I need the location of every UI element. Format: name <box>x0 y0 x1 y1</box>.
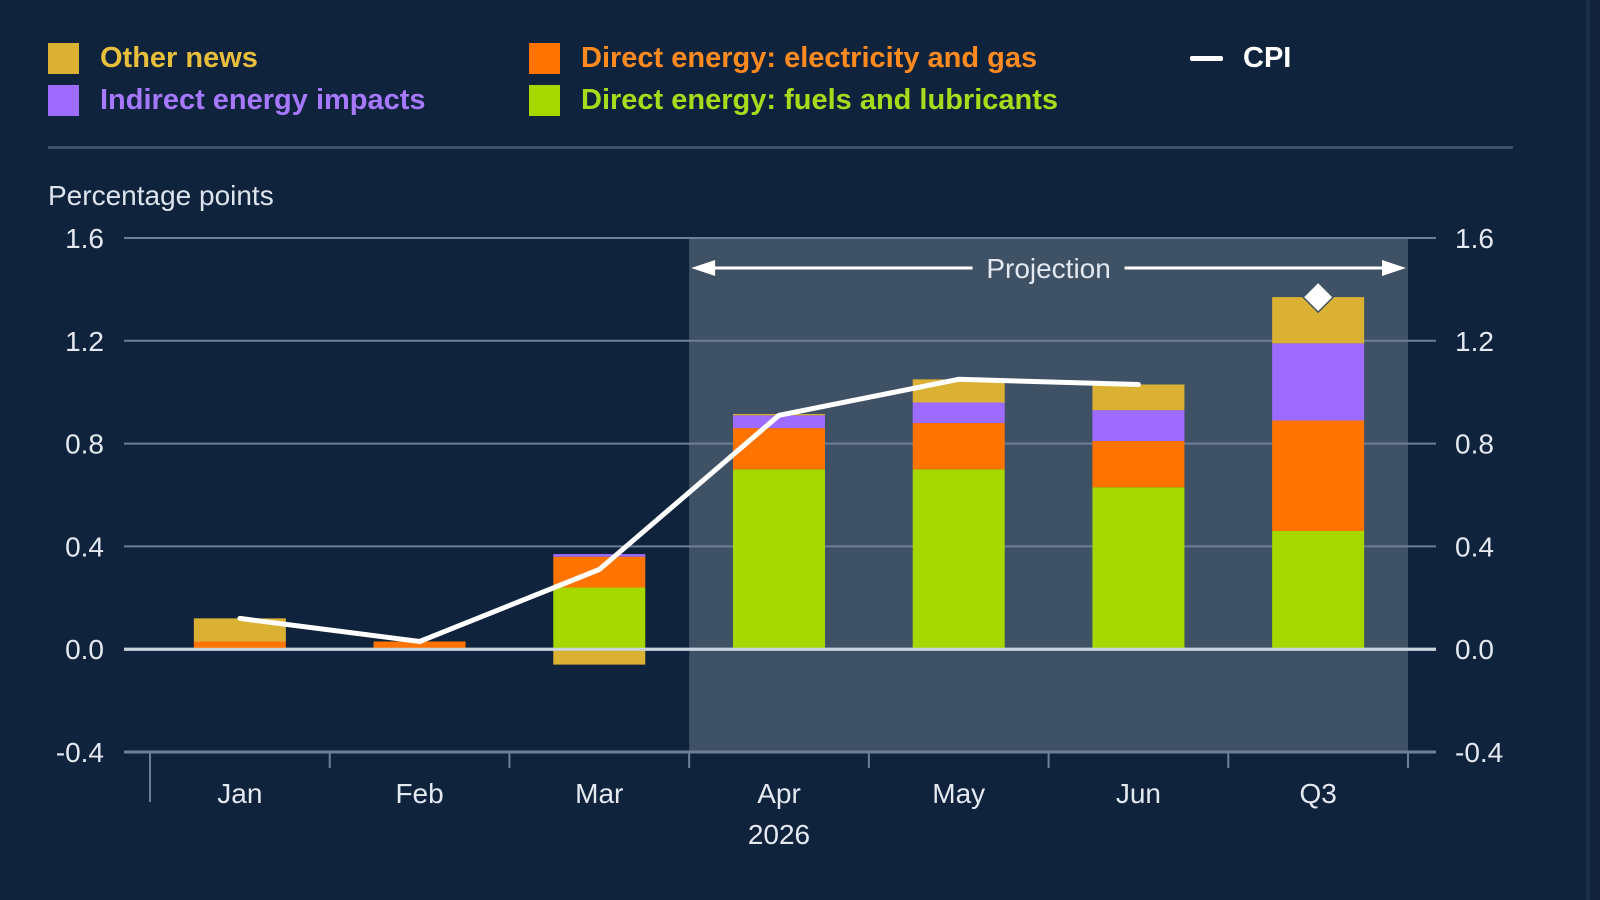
bar-segment-apr <box>733 415 825 429</box>
bar-segment-jun <box>1092 487 1185 650</box>
legend-item-indirect-energy: Indirect energy impacts <box>48 82 426 118</box>
x-tick-label: Jan <box>217 778 262 809</box>
x-tick-label: Jun <box>1116 778 1161 809</box>
y-tick-label-right: 0.0 <box>1455 634 1494 665</box>
y-tick-label-left: -0.4 <box>56 737 104 768</box>
projection-label: Projection <box>986 253 1111 284</box>
legend-label-fuels-lubricants: Direct energy: fuels and lubricants <box>581 83 1059 116</box>
cpi-line-layer <box>237 281 1335 644</box>
y-tick-label-left: 1.6 <box>65 223 104 254</box>
legend-divider <box>48 146 1513 149</box>
y-tick-label-right: 0.4 <box>1455 531 1494 562</box>
legend-label-electricity-gas: Direct energy: electricity and gas <box>581 41 1038 74</box>
bar-segment-q3 <box>1272 343 1365 421</box>
legend-item-electricity-gas: Direct energy: electricity and gas <box>529 40 1037 76</box>
projection-arrowhead-right <box>1382 260 1406 276</box>
legend-swatch-electricity-gas <box>529 42 560 74</box>
bar-segment-jan <box>193 618 286 642</box>
bar-segment-jun <box>1092 384 1185 411</box>
y-axis-label: Percentage points <box>48 180 274 211</box>
legend-swatch-other-news <box>48 42 79 74</box>
x-tick-label: Apr <box>757 778 801 809</box>
legend-label-other-news: Other news <box>100 41 258 74</box>
x-tick-label: Feb <box>395 778 443 809</box>
legend-item-other-news: Other news <box>48 40 258 76</box>
bar-segment-may <box>912 469 1005 650</box>
bar-segment-jun <box>1092 441 1185 488</box>
bar-segment-mar <box>553 554 646 557</box>
bar-segment-jan <box>193 641 286 650</box>
y-tick-label-left: 0.0 <box>65 634 104 665</box>
x-year-label: 2026 <box>748 819 810 850</box>
cpi-diamond-marker <box>1302 281 1335 314</box>
tick-labels: 1.6 1.6 1.2 1.2 0.8 0.8 0.4 0.4 0.0 0.0 -0.4 -0.4 Ja… <box>56 223 1504 850</box>
x-tick-label: May <box>932 778 985 809</box>
bar-segment-may <box>912 402 1005 424</box>
y-tick-label-right: -0.4 <box>1455 737 1503 768</box>
bar-segment-jun <box>1092 410 1185 442</box>
x-tick-label: Mar <box>575 778 623 809</box>
bar-segment-mar <box>553 649 646 665</box>
legend-swatch-fuels-lubricants <box>529 84 560 116</box>
bar-segment-apr <box>733 469 825 650</box>
x-tick-label: Q3 <box>1299 778 1336 809</box>
y-tick-label-left: 0.8 <box>65 429 104 460</box>
y-tick-label-right: 1.2 <box>1455 326 1494 357</box>
legend-item-cpi: CPI <box>1190 40 1291 76</box>
cpi-line <box>237 376 1141 644</box>
bar-segment-mar <box>553 587 646 650</box>
x-axis <box>124 750 1436 802</box>
legend-item-fuels-lubricants: Direct energy: fuels and lubricants <box>529 82 1058 118</box>
bars <box>124 297 1436 665</box>
projection-arrowhead-left <box>691 260 716 276</box>
bar-segment-feb <box>373 641 466 650</box>
y-tick-label-left: 0.4 <box>65 531 104 562</box>
legend: Other news Indirect energy impacts Direc… <box>48 40 1528 130</box>
y-tick-label-left: 1.2 <box>65 326 104 357</box>
bar-segment-apr <box>733 428 825 470</box>
bar-segment-may <box>912 423 1005 470</box>
bar-segment-q3 <box>1272 420 1365 531</box>
bar-segment-q3 <box>1272 530 1365 650</box>
y-tick-label-right: 1.6 <box>1455 223 1494 254</box>
projection-annotation: Projection <box>691 253 1406 284</box>
bar-segment-may <box>912 379 1005 403</box>
legend-label-indirect-energy: Indirect energy impacts <box>100 83 426 116</box>
legend-label-cpi: CPI <box>1243 41 1292 74</box>
y-tick-label-right: 0.8 <box>1455 429 1494 460</box>
legend-swatch-indirect-energy <box>48 84 79 116</box>
legend-line-cpi <box>1190 55 1223 61</box>
